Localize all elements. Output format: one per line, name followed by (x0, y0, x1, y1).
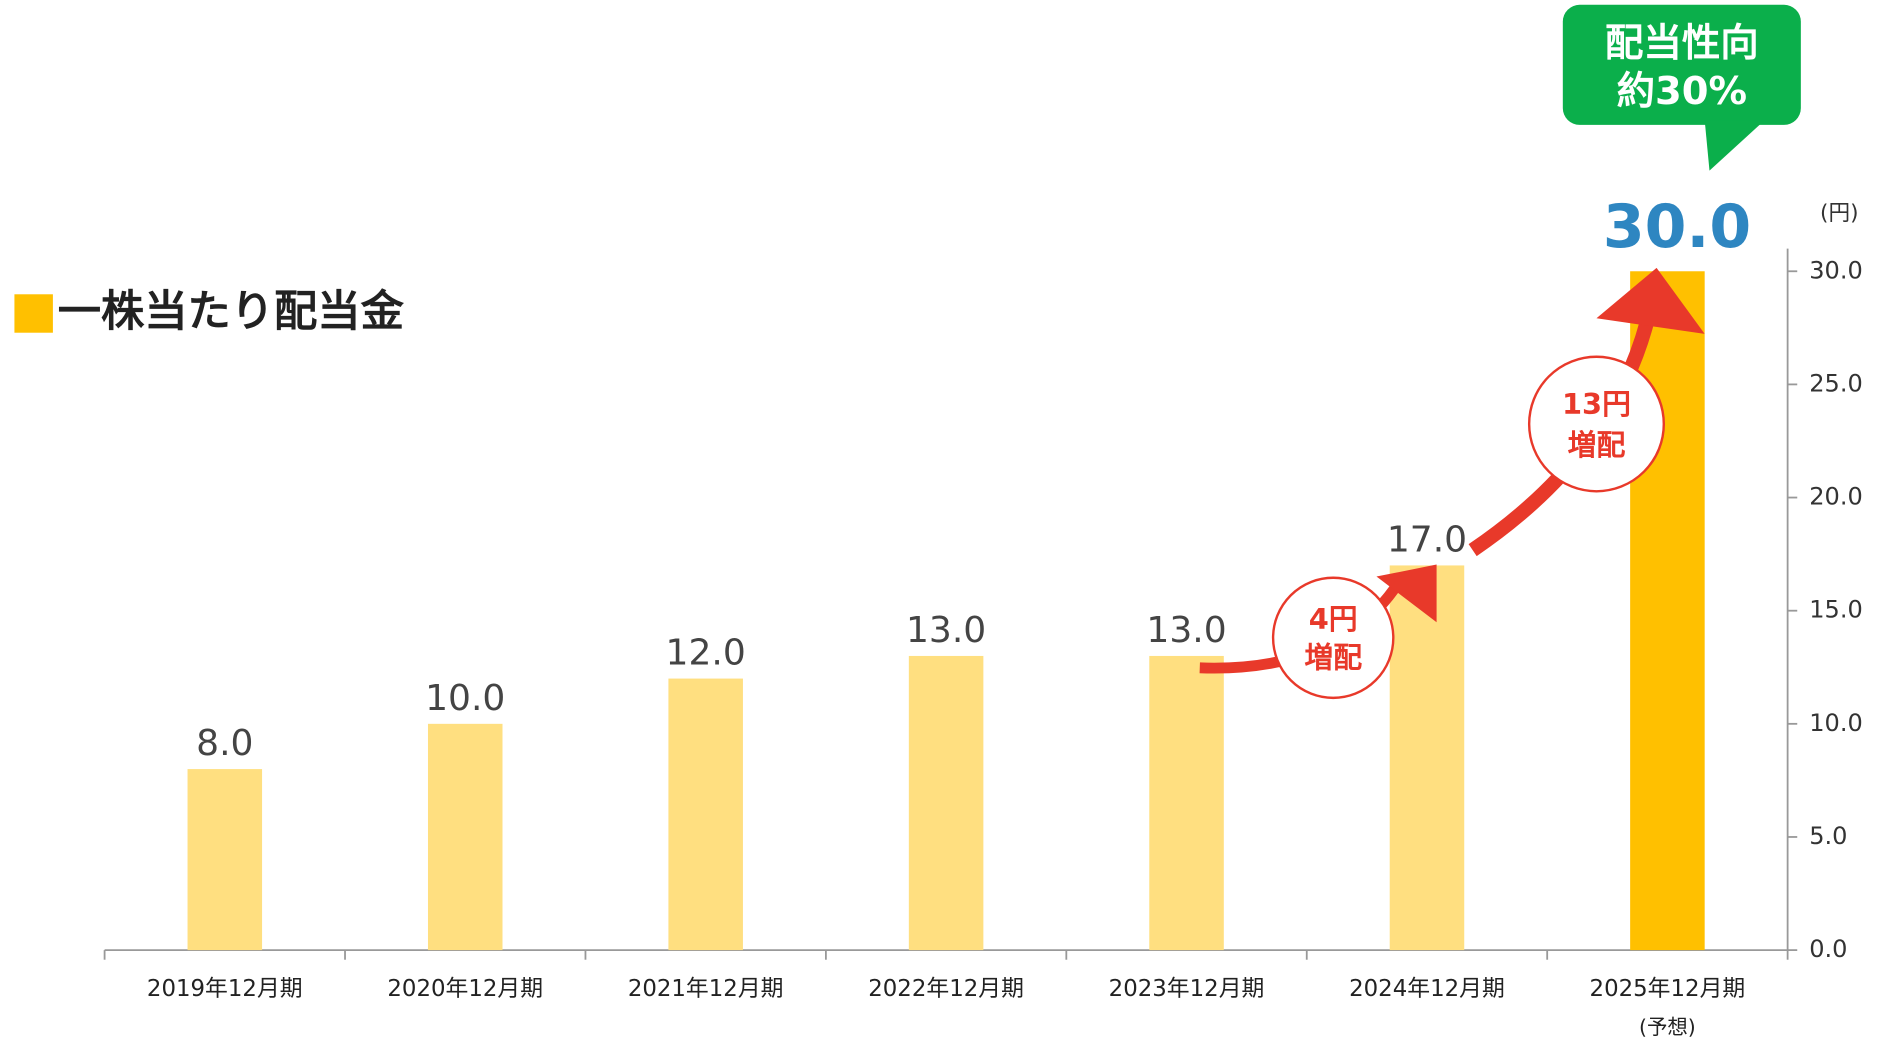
x-tick-label: 2022年12月期 (868, 976, 1024, 1002)
callout (1562, 4, 1801, 125)
x-tick-label: 2019年12月期 (147, 976, 303, 1002)
annotation: 13円 (1562, 387, 1631, 421)
annotation: 4円 (1309, 602, 1358, 636)
x-tick-label: 2021年12月期 (628, 976, 784, 1002)
y-tick-label: 30.0 (1809, 256, 1863, 284)
x-tick-note: (予想) (1639, 1015, 1696, 1039)
bar (1149, 655, 1224, 951)
annotation: 増配 (1568, 428, 1626, 462)
annotation-circle (1271, 576, 1395, 700)
x-tick-label: 2024年12月期 (1349, 976, 1505, 1002)
value-label: 13.0 (1146, 610, 1226, 651)
callout-text: 配当性向 (1605, 21, 1759, 66)
value-label: 13.0 (906, 610, 986, 651)
x-tick-label: 2025年12月期 (1590, 976, 1746, 1002)
value-label: 10.0 (425, 678, 505, 719)
bar (427, 723, 503, 951)
bar (908, 655, 984, 951)
y-tick-label: 10.0 (1809, 709, 1863, 737)
y-tick-label: 25.0 (1809, 369, 1863, 397)
value-label: 17.0 (1387, 519, 1467, 560)
arrow-head (1596, 267, 1705, 334)
arrow-head (1376, 564, 1437, 623)
y-tick-label: 20.0 (1809, 483, 1863, 511)
chart-title: 一株当たり配当金 (58, 287, 405, 337)
bar (1389, 565, 1465, 951)
bar (187, 769, 263, 951)
y-tick-label: 5.0 (1809, 822, 1847, 850)
bar (668, 678, 743, 951)
y-tick-label: 15.0 (1809, 596, 1863, 624)
callout-tail (1704, 120, 1765, 171)
annotation: 増配 (1304, 640, 1362, 674)
value-label: 8.0 (196, 723, 253, 764)
unit-label: (円) (1820, 201, 1859, 226)
value-label: 30.0 (1603, 192, 1751, 262)
title-marker (14, 294, 53, 333)
x-tick-label: 2020年12月期 (387, 976, 543, 1002)
annotation-circle (1527, 355, 1666, 493)
x-tick-label: 2023年12月期 (1109, 976, 1265, 1002)
y-tick-label: 0.0 (1809, 935, 1847, 963)
callout-text: 約30% (1617, 69, 1748, 114)
value-label: 12.0 (666, 633, 746, 674)
